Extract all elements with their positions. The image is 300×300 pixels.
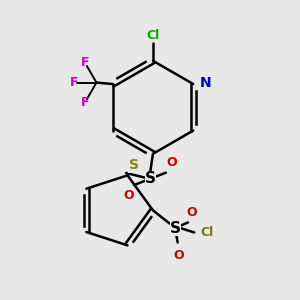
Text: F: F — [81, 96, 89, 109]
Text: N: N — [200, 76, 211, 90]
Text: O: O — [173, 249, 184, 262]
Text: Cl: Cl — [200, 226, 213, 239]
Text: O: O — [187, 206, 197, 219]
Text: O: O — [166, 156, 176, 169]
Text: O: O — [124, 189, 134, 202]
Text: S: S — [129, 158, 139, 172]
Text: F: F — [70, 76, 78, 89]
Text: S: S — [145, 171, 155, 186]
Text: Cl: Cl — [146, 28, 160, 42]
Text: S: S — [169, 220, 181, 236]
Text: F: F — [81, 56, 89, 69]
